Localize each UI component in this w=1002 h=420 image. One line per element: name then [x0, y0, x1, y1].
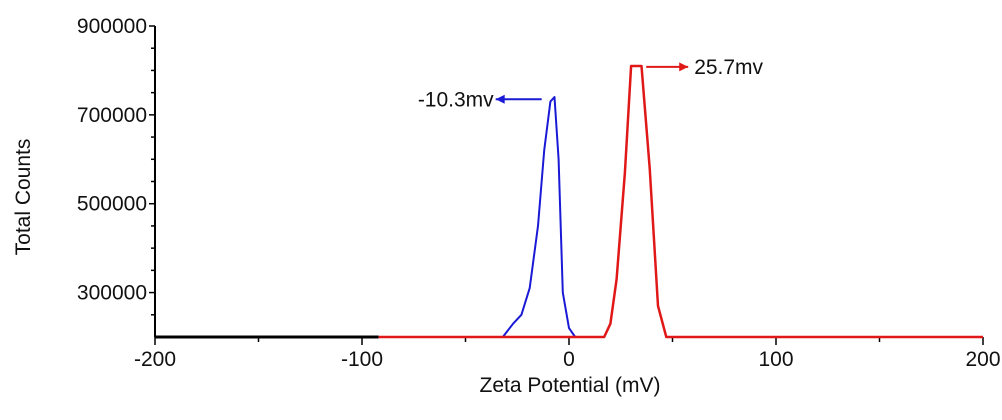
series-line-1: [502, 96, 582, 338]
x-tick-label: -200: [134, 348, 176, 371]
series-line-2: [378, 64, 983, 339]
y-axis-title: Total Counts: [12, 139, 35, 256]
annotation-label: 25.7mv: [694, 56, 763, 79]
y-tick-label: 500000: [77, 193, 147, 216]
annotation-label: -10.3mv: [418, 88, 494, 111]
y-tick-label: 900000: [77, 15, 147, 38]
x-axis-title: Zeta Potential (mV): [480, 374, 661, 397]
annotation-arrowhead: [679, 62, 689, 72]
x-tick-label: 0: [563, 348, 575, 371]
y-tick-label: 700000: [77, 104, 147, 127]
annotation-arrowhead: [495, 94, 505, 104]
y-tick-label: 300000: [77, 282, 147, 305]
x-tick-label: 200: [965, 348, 1000, 371]
x-tick-label: -100: [341, 348, 383, 371]
x-tick-label: 100: [758, 348, 793, 371]
